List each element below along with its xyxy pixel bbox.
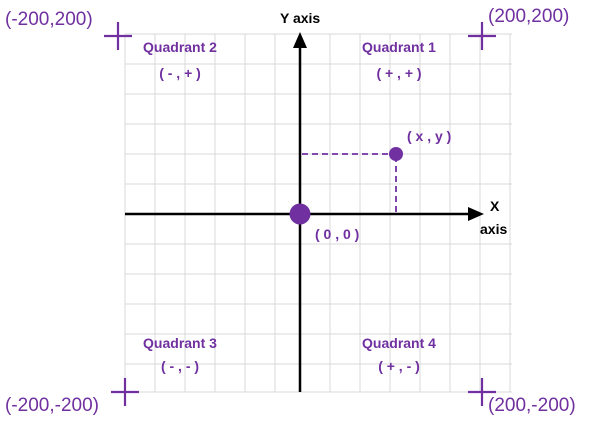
- origin-label: ( 0 , 0 ): [315, 226, 360, 242]
- y-axis-arrowhead: [293, 32, 307, 48]
- y-axis-label: Y axis: [280, 10, 321, 26]
- quadrant-1-signs: ( + , + ): [376, 65, 422, 81]
- corner-cross-top-right: [468, 22, 496, 50]
- corner-cross-bottom-right: [468, 378, 496, 406]
- quadrant-2-title: Quadrant 2: [143, 39, 217, 55]
- x-axis-arrowhead: [468, 207, 484, 221]
- sample-point-label: ( x , y ): [407, 128, 452, 144]
- corner-label-top-right: (200,200): [488, 6, 570, 27]
- quadrant-3-signs: ( - , - ): [160, 358, 200, 374]
- sample-point-marker: [389, 147, 403, 161]
- quadrant-2-signs: ( - , + ): [159, 65, 201, 81]
- corner-cross-top-left: [104, 22, 132, 50]
- x-axis-label-word: axis: [480, 221, 508, 237]
- x-axis-label: X: [490, 198, 500, 214]
- corner-cross-bottom-left: [111, 378, 139, 406]
- quadrant-3-title: Quadrant 3: [143, 335, 217, 351]
- quadrant-1-title: Quadrant 1: [362, 39, 436, 55]
- corner-label-top-left: (-200,200): [5, 9, 93, 30]
- corner-label-bottom-right: (200,-200): [488, 395, 576, 416]
- quadrant-4-title: Quadrant 4: [362, 335, 436, 351]
- grid: [124, 33, 512, 393]
- origin-point-marker: [289, 203, 311, 225]
- quadrant-4-signs: ( + , - ): [378, 358, 420, 374]
- corner-label-bottom-left: (-200,-200): [5, 395, 99, 416]
